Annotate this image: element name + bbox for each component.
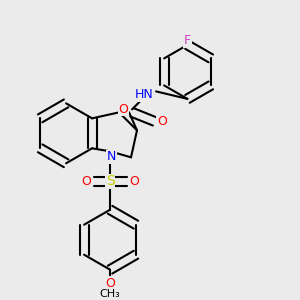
Text: O: O	[129, 175, 139, 188]
Text: O: O	[105, 277, 115, 290]
Text: N: N	[107, 150, 116, 163]
Text: O: O	[157, 115, 167, 128]
Text: HN: HN	[135, 88, 153, 101]
Text: O: O	[81, 175, 91, 188]
Text: CH₃: CH₃	[100, 289, 120, 298]
Text: O: O	[118, 103, 128, 116]
Text: F: F	[184, 34, 191, 47]
Text: S: S	[106, 174, 114, 188]
